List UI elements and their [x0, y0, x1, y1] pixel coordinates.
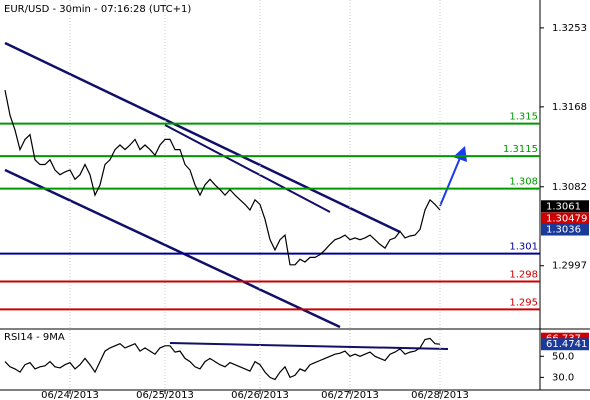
chart-title: EUR/USD - 30min - 07:16:28 (UTC+1) [4, 4, 191, 15]
x-tick-label: 06/24/2013 [41, 390, 99, 400]
price-line [4, 337, 441, 381]
level-label: 1.295 [509, 297, 538, 308]
price-tag [541, 338, 589, 351]
y-tick-label: 1.3253 [552, 23, 587, 34]
arrow-head [453, 146, 467, 162]
x-tick-label: 06/26/2013 [231, 390, 289, 400]
trend-line [4, 41, 401, 234]
trend-line [169, 342, 449, 350]
x-tick-label: 06/25/2013 [136, 390, 194, 400]
price-tag-label: 1.30479 [546, 213, 587, 224]
x-tick-label: 06/28/2013 [411, 390, 469, 400]
level-label: 1.308 [509, 177, 538, 188]
level-label: 1.315 [509, 112, 538, 123]
price-tag-label: 1.3036 [546, 225, 581, 236]
panel-title: RSI14 - 9MA [4, 332, 65, 343]
level-label: 1.298 [509, 270, 538, 281]
y-tick-label: 1.3082 [552, 182, 587, 193]
y-tick-label: 50.0 [552, 351, 574, 362]
trend-line [164, 124, 331, 213]
price-tag-label: 61.4741 [546, 339, 587, 350]
y-tick-label: 1.3168 [552, 102, 587, 113]
price-tag [541, 223, 589, 236]
y-tick-label: 30.0 [552, 372, 574, 383]
level-label: 1.301 [509, 242, 538, 253]
price-line [4, 89, 441, 266]
price-tag [541, 200, 589, 213]
price-tag-label: 1.3061 [546, 201, 581, 212]
arrow [439, 157, 461, 207]
trend-line [4, 168, 341, 329]
y-tick-label: 1.2997 [552, 261, 587, 272]
level-label: 1.3115 [503, 144, 538, 155]
price-tag [541, 212, 589, 225]
x-tick-label: 06/27/2013 [321, 390, 379, 400]
